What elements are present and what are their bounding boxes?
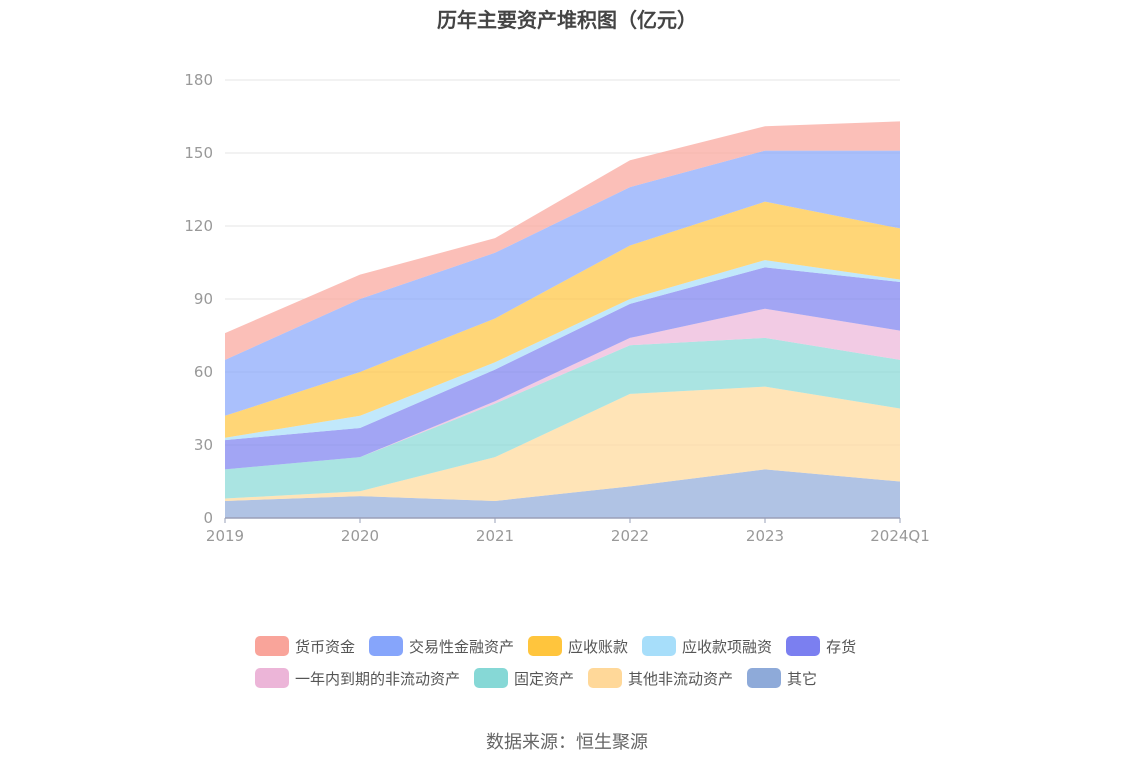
legend-swatch bbox=[369, 636, 404, 656]
area-固定资产 bbox=[225, 337, 900, 499]
legend: 货币资金 交易性金融资产 应收账款 应收款项融资 存货一年内到期的非流动资产 固定资产 其他… bbox=[255, 630, 915, 694]
area-一年内到期的非流动资产 bbox=[225, 308, 900, 470]
y-tick-label: 90 bbox=[194, 290, 213, 308]
y-tick-label: 120 bbox=[184, 217, 213, 235]
stacked-area-chart: 0 30 60 90 120 150 180 2019 2020 2021 2022 2023 2024… bbox=[184, 71, 929, 545]
legend-item[interactable]: 货币资金 bbox=[255, 636, 355, 657]
legend-item[interactable]: 固定资产 bbox=[474, 668, 574, 689]
legend-swatch bbox=[786, 636, 821, 656]
legend-swatch bbox=[528, 636, 563, 656]
legend-item[interactable]: 应收款项融资 bbox=[642, 636, 772, 657]
legend-label: 应收款项融资 bbox=[682, 637, 773, 656]
area-存货 bbox=[225, 267, 900, 470]
legend-swatch bbox=[747, 668, 782, 688]
legend-swatch bbox=[255, 636, 289, 656]
legend-label: 应收账款 bbox=[568, 637, 629, 656]
data-source: 数据来源：恒生聚源 bbox=[486, 732, 648, 753]
legend-label: 存货 bbox=[826, 637, 857, 656]
legend-swatch bbox=[588, 668, 623, 688]
legend-label: 其他非流动资产 bbox=[628, 669, 734, 688]
x-tick-label: 2022 bbox=[611, 527, 649, 545]
y-tick-label: 0 bbox=[203, 509, 213, 527]
area-应收账款 bbox=[225, 201, 900, 438]
legend-item[interactable]: 存货 bbox=[786, 636, 856, 657]
legend-label: 货币资金 bbox=[295, 637, 356, 656]
area-其它 bbox=[225, 469, 900, 518]
x-tick-label: 2019 bbox=[206, 527, 244, 545]
area-交易性金融资产 bbox=[225, 150, 900, 416]
area-series bbox=[225, 121, 900, 518]
legend-label: 固定资产 bbox=[514, 669, 575, 688]
y-tick-label: 60 bbox=[194, 363, 213, 381]
legend-label: 交易性金融资产 bbox=[409, 637, 515, 656]
legend-item[interactable]: 一年内到期的非流动资产 bbox=[255, 668, 460, 689]
legend-swatch bbox=[642, 636, 677, 656]
legend-swatch bbox=[255, 668, 289, 688]
area-其他非流动资产 bbox=[225, 386, 900, 501]
x-tick-label: 2021 bbox=[476, 527, 514, 545]
legend-item[interactable]: 应收账款 bbox=[528, 636, 628, 657]
y-tick-label: 150 bbox=[184, 144, 213, 162]
legend-row: 货币资金 交易性金融资产 应收账款 应收款项融资 存货 bbox=[255, 630, 915, 662]
legend-item[interactable]: 其他非流动资产 bbox=[588, 668, 733, 689]
chart-title: 历年主要资产堆积图（亿元） bbox=[437, 8, 697, 32]
x-tick-label: 2020 bbox=[341, 527, 379, 545]
y-tick-label: 180 bbox=[184, 71, 213, 89]
legend-label: 一年内到期的非流动资产 bbox=[295, 669, 461, 688]
legend-row: 一年内到期的非流动资产 固定资产 其他非流动资产 其它 bbox=[255, 662, 915, 694]
legend-swatch bbox=[474, 668, 509, 688]
axes: 0 30 60 90 120 150 180 2019 2020 2021 2022 2023 2024… bbox=[184, 71, 929, 545]
legend-item[interactable]: 其它 bbox=[747, 668, 817, 689]
y-tick-label: 30 bbox=[194, 436, 213, 454]
x-tick-label: 2023 bbox=[746, 527, 784, 545]
x-tick-label: 2024Q1 bbox=[870, 527, 930, 545]
legend-item[interactable]: 交易性金融资产 bbox=[369, 636, 514, 657]
legend-label: 其它 bbox=[787, 669, 818, 688]
area-货币资金 bbox=[225, 121, 900, 360]
